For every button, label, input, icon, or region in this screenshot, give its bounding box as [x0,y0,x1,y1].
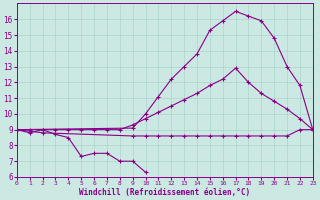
X-axis label: Windchill (Refroidissement éolien,°C): Windchill (Refroidissement éolien,°C) [79,188,250,197]
